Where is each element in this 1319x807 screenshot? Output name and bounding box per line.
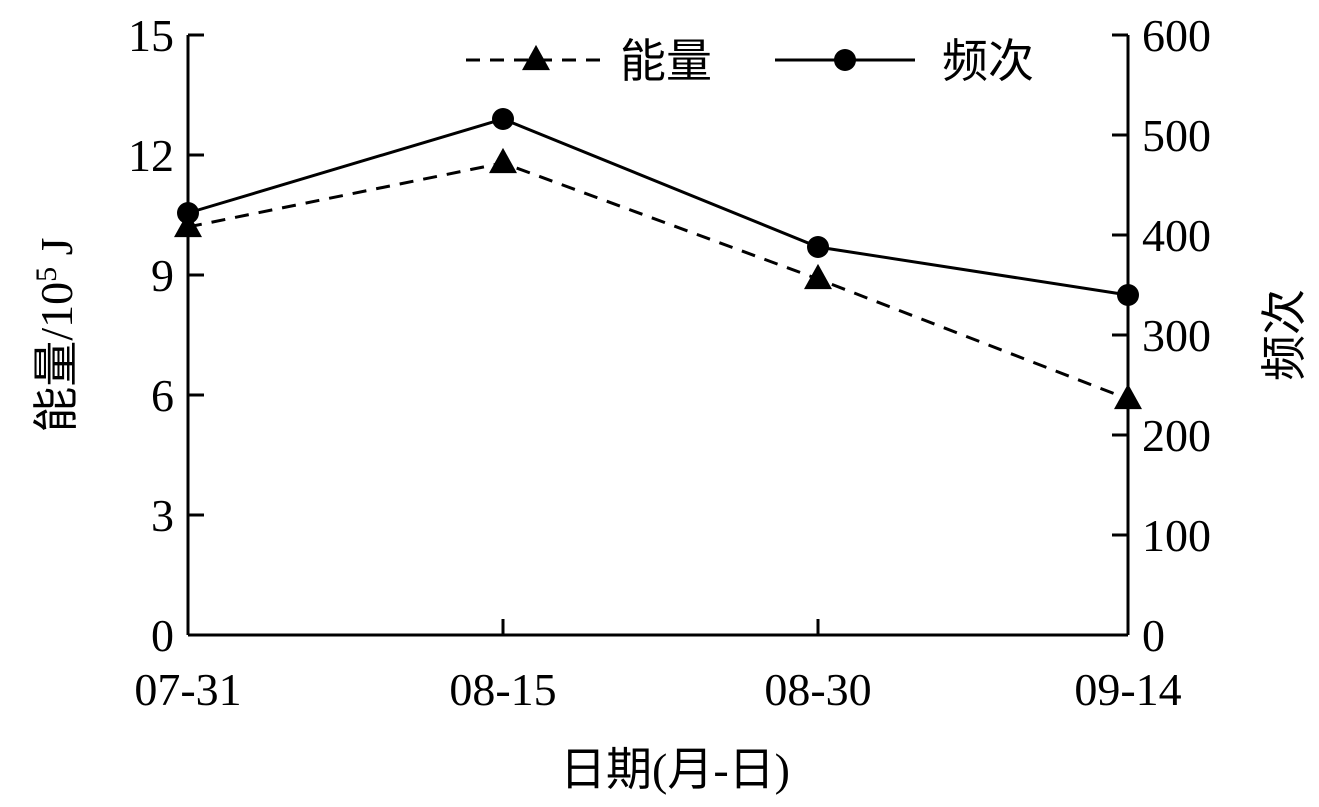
data-point-circle — [1117, 284, 1139, 306]
series-line — [187, 117, 1129, 297]
series-line — [187, 161, 1129, 401]
right-tick-label: 600 — [1142, 10, 1211, 61]
x-axis-title: 日期(月-日) — [560, 744, 790, 795]
left-tick-label: 9 — [151, 250, 174, 301]
data-point-triangle — [804, 263, 832, 290]
x-axis-ticks: 07-31 08-15 08-30 09-14 — [134, 619, 1182, 715]
right-tick-label: 300 — [1142, 310, 1211, 361]
right-tick-label: 400 — [1142, 210, 1211, 261]
data-point-triangle — [174, 211, 202, 238]
left-axis-ticks: 0 3 6 9 12 15 — [128, 10, 204, 661]
series — [174, 108, 1142, 410]
x-tick-label: 07-31 — [134, 664, 241, 715]
data-point-circle — [807, 236, 829, 258]
left-axis-title-prefix: 能量/10 — [31, 282, 82, 433]
right-tick-label: 200 — [1142, 410, 1211, 461]
legend-marker-triangle — [522, 44, 550, 71]
x-tick-label: 09-14 — [1074, 664, 1181, 715]
x-tick-label: 08-30 — [764, 664, 871, 715]
left-tick-label: 0 — [151, 610, 174, 661]
left-axis-title-suffix: J — [31, 237, 82, 266]
left-tick-label: 3 — [151, 490, 174, 541]
left-tick-label: 12 — [128, 130, 174, 181]
axes — [186, 35, 1130, 637]
x-tick-label: 08-15 — [449, 664, 556, 715]
legend-label: 频次 — [942, 36, 1034, 87]
data-point-triangle — [489, 147, 517, 174]
legend: 能量 频次 — [466, 36, 1034, 87]
left-axis-title: 能量/105 J — [30, 237, 83, 432]
left-tick-label: 6 — [151, 370, 174, 421]
left-axis-title-sup: 5 — [30, 267, 63, 282]
legend-label: 能量 — [620, 36, 712, 87]
right-tick-label: 0 — [1142, 610, 1165, 661]
left-tick-label: 15 — [128, 10, 174, 61]
data-point-circle — [492, 108, 514, 130]
right-tick-label: 500 — [1142, 110, 1211, 161]
right-axis-ticks: 0 100 200 300 400 500 600 — [1112, 10, 1211, 661]
right-axis-title: 频次 — [1259, 289, 1310, 381]
legend-marker-circle — [834, 49, 856, 71]
data-point-triangle — [1114, 383, 1142, 410]
data-point-circle — [177, 202, 199, 224]
right-tick-label: 100 — [1142, 510, 1211, 561]
